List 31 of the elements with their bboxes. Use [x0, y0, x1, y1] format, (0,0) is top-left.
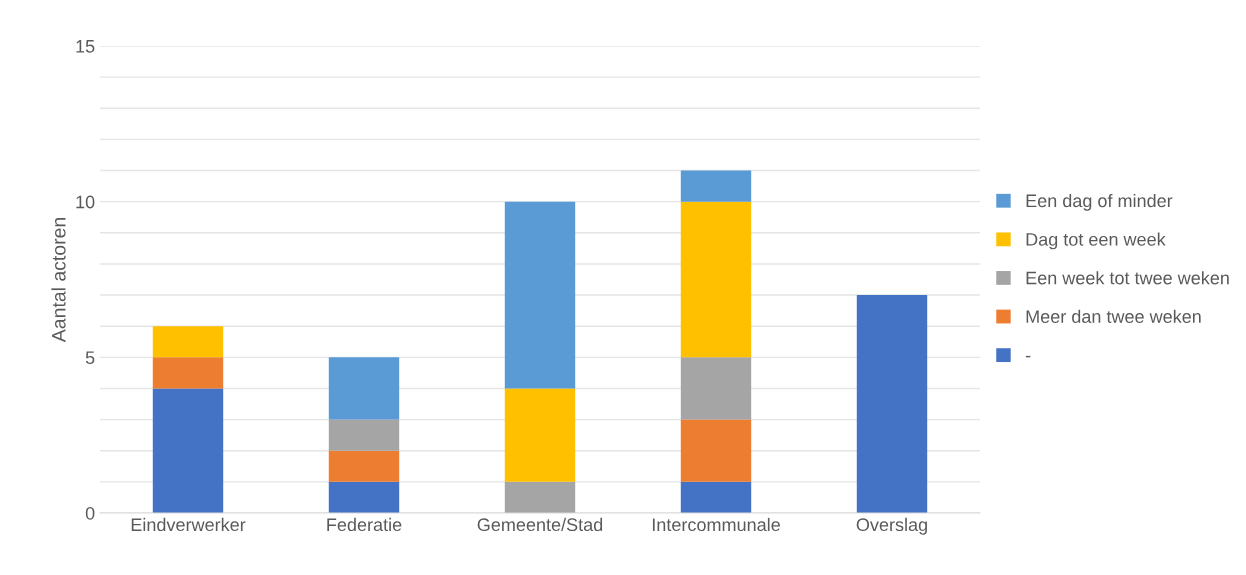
legend-label: - [1025, 355, 1031, 358]
bar [328, 357, 400, 420]
bar [504, 201, 576, 389]
x-tick-label: Federatie [327, 517, 402, 532]
legend-label: Een week tot twee weken [1026, 271, 1229, 285]
y-tick-label: 5 [85, 351, 95, 365]
bar [152, 326, 224, 358]
y-tick-label: 0 [85, 506, 95, 520]
bar [680, 201, 752, 358]
bar [680, 481, 752, 513]
y-axis-title: Aantal actoren [51, 218, 66, 343]
bar [680, 357, 752, 420]
x-tick-label: Intercommunale [652, 517, 780, 532]
legend-label: Een dag of minder [1026, 193, 1173, 211]
bar [328, 419, 400, 451]
y-tick-label: 10 [76, 195, 95, 209]
bar [680, 419, 752, 482]
bar [680, 170, 752, 202]
bar [328, 450, 400, 482]
bar [152, 388, 224, 513]
bar [152, 357, 224, 389]
y-tick-label: 15 [76, 40, 95, 53]
legend-label: Dag tot een week [1026, 232, 1166, 250]
x-tick-label: Overslag [856, 517, 927, 535]
x-tick-label: Gemeente/Stad [477, 517, 603, 532]
bar [504, 481, 576, 513]
bar [328, 481, 400, 513]
x-tick-label: Eindverwerker [131, 517, 246, 532]
bar [504, 388, 576, 482]
legend-label: Meer dan twee weken [1026, 309, 1201, 323]
bar [856, 295, 928, 513]
